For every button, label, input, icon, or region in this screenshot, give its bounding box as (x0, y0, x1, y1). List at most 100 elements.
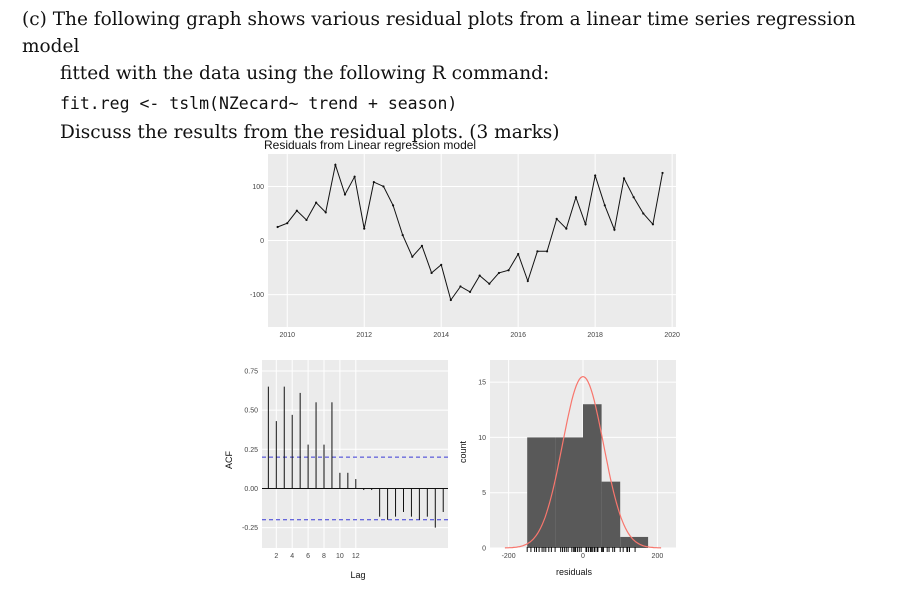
r-language-label: R (431, 63, 446, 84)
residual-point (459, 285, 462, 288)
acf-y-axis-label: ACF (224, 450, 234, 469)
histogram-bar (601, 481, 621, 548)
residual-point (315, 201, 318, 204)
residual-point (449, 298, 452, 302)
residual-point (420, 244, 424, 248)
residual-point (334, 163, 337, 166)
residual-point (545, 250, 549, 253)
time-series-x-tick-label: 2020 (664, 332, 680, 339)
residual-point (497, 271, 501, 275)
acf-y-tick-label: 0.75 (244, 368, 258, 375)
time-series-x-tick-label: 2014 (433, 332, 449, 339)
residual-point (613, 228, 616, 231)
residual-point (661, 171, 664, 175)
acf-x-tick-label: 6 (306, 553, 310, 560)
residual-point (642, 212, 645, 215)
residual-point (651, 223, 655, 226)
acf-y-tick-label: 0.00 (244, 486, 258, 493)
residual-point (430, 271, 433, 275)
histogram-y-tick-label: 5 (482, 490, 486, 497)
time-series-y-tick-label: 0 (260, 238, 264, 245)
residual-plots-figure: Residuals from Linear regression model 1… (222, 132, 682, 588)
question-line-2: fitted with the data using the following… (22, 60, 902, 87)
histogram-y-tick-label: 0 (482, 546, 486, 553)
acf-bars (262, 386, 448, 528)
histogram-bars (527, 404, 649, 548)
residual-point (603, 204, 606, 207)
residual-point (372, 181, 375, 184)
histogram-density-curve (504, 376, 662, 549)
histogram-bar (620, 536, 649, 548)
residual-point (305, 218, 308, 222)
residual-point (286, 222, 289, 225)
acf-y-tick-label: 0.50 (244, 408, 258, 415)
residual-point (478, 274, 481, 277)
time-series-x-tick-label: 2016 (510, 332, 526, 339)
question-line-4: Discuss the results from the residual pl… (60, 122, 560, 143)
question-line-2-end: command: (451, 63, 550, 84)
r-code-line: fit.reg <- tslm(NZecard~ trend + season) (60, 94, 458, 113)
acf-y-tick-label: 0.25 (244, 447, 258, 454)
acf-panel (262, 360, 448, 548)
residual-point (391, 204, 395, 207)
residual-point (468, 290, 472, 293)
residual-point (622, 177, 626, 180)
question-text: (c) The following graph shows various re… (22, 6, 902, 146)
histogram-x-tick-label: 0 (581, 553, 585, 560)
residual-point (324, 211, 327, 214)
residual-point (565, 227, 568, 230)
histogram-bar (527, 437, 556, 548)
residual-point (574, 196, 578, 199)
residual-point (411, 255, 414, 258)
residual-point (353, 175, 356, 178)
time-series-x-tick-label: 2012 (356, 332, 372, 339)
residual-point (440, 263, 443, 266)
histogram-bar (583, 404, 602, 548)
residual-point (594, 174, 597, 177)
residual-point (343, 193, 347, 196)
acf-x-tick-label: 2 (274, 553, 278, 560)
residual-point (536, 250, 539, 253)
histogram-x-tick-label: -200 (502, 553, 516, 560)
residual-point (401, 233, 404, 237)
residual-point (507, 269, 510, 272)
question-line-1-text: The following graph shows various residu… (22, 9, 856, 57)
residual-point (276, 225, 279, 229)
time-series-x-ticks: 2010 2012 2014 2016 2018 2020 (279, 332, 680, 339)
residual-point (632, 196, 635, 199)
residual-point (363, 227, 366, 230)
time-series-line (276, 162, 664, 302)
residual-point (382, 185, 385, 188)
acf-x-tick-label: 8 (322, 553, 326, 560)
question-line-2-start: fitted with the data using the following (60, 63, 426, 84)
time-series-y-ticks: 100 0 -100 (250, 184, 264, 299)
time-series-x-tick-label: 2010 (279, 332, 295, 339)
residual-plots-svg: Residuals from Linear regression model 1… (224, 138, 680, 580)
residual-point (555, 217, 558, 220)
histogram-bar (555, 437, 583, 548)
question-label: (c) (22, 9, 47, 30)
time-series-y-tick-label: 100 (252, 184, 264, 191)
histogram-y-tick-label: 15 (478, 380, 486, 387)
time-series-grid (268, 154, 676, 327)
histogram-x-ticks: -200 0 200 (502, 553, 664, 560)
histogram-y-axis-label: count (458, 440, 468, 463)
residual-point (488, 282, 491, 285)
question-line-1: (c) The following graph shows various re… (22, 6, 902, 60)
residual-point (526, 279, 529, 283)
histogram-x-tick-label: 200 (652, 553, 664, 560)
time-series-y-tick-label: -100 (250, 292, 264, 299)
residual-point (584, 223, 587, 226)
histogram-y-ticks: 15 10 5 0 (478, 380, 486, 553)
residual-point (295, 209, 298, 212)
acf-x-tick-label: 4 (290, 553, 294, 560)
residual-point (517, 252, 520, 256)
histogram-x-axis-label: residuals (556, 567, 593, 577)
acf-x-ticks: 2 4 6 8 10 12 (274, 553, 359, 560)
acf-x-tick-label: 10 (336, 553, 344, 560)
acf-y-tick-label: -0.25 (242, 525, 258, 532)
acf-y-ticks: 0.75 0.50 0.25 0.00 -0.25 (242, 368, 258, 532)
acf-x-axis-label: Lag (350, 570, 365, 580)
time-series-x-tick-label: 2018 (587, 332, 603, 339)
histogram-y-tick-label: 10 (478, 435, 486, 442)
